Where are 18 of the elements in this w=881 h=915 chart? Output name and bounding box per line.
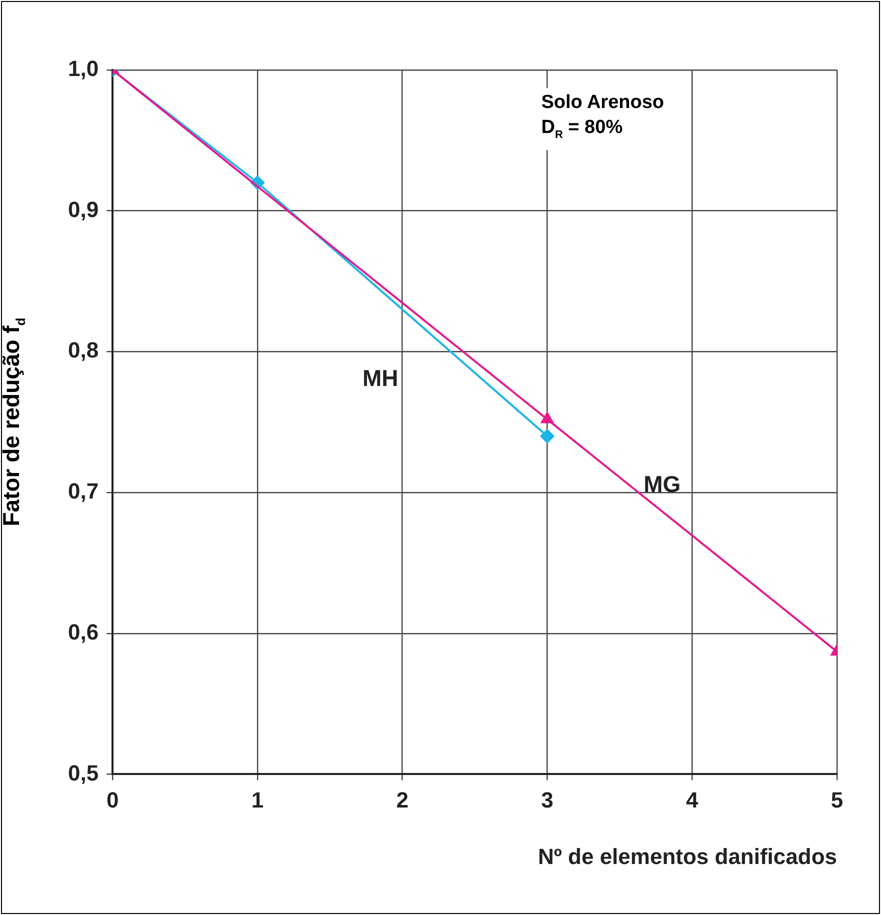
- y-tick-label: 0,7: [68, 478, 99, 504]
- y-tick-label: 1,0: [68, 56, 99, 82]
- x-tick-label: 4: [686, 787, 699, 812]
- y-tick-label: 0,6: [68, 619, 99, 644]
- point: [540, 429, 554, 444]
- series-label: MG: [644, 470, 681, 497]
- x-tick-label: 0: [106, 787, 119, 812]
- x-tick-label: 1: [251, 787, 264, 812]
- x-tick-label: 3: [541, 787, 554, 812]
- x-tick-label: 5: [830, 787, 844, 812]
- y-tick-label: 0,8: [68, 338, 99, 363]
- annotation: Solo Arenoso: [541, 92, 664, 113]
- x-axis-title: Nº de elementos danificados: [538, 844, 837, 869]
- annotation: D$_{R}$ = 80%: [541, 117, 623, 141]
- y-tick-label: 0,5: [68, 760, 99, 786]
- series-label: MH: [362, 364, 398, 391]
- y-tick-label: 0,9: [68, 196, 99, 222]
- x-tick-label: 2: [396, 787, 408, 812]
